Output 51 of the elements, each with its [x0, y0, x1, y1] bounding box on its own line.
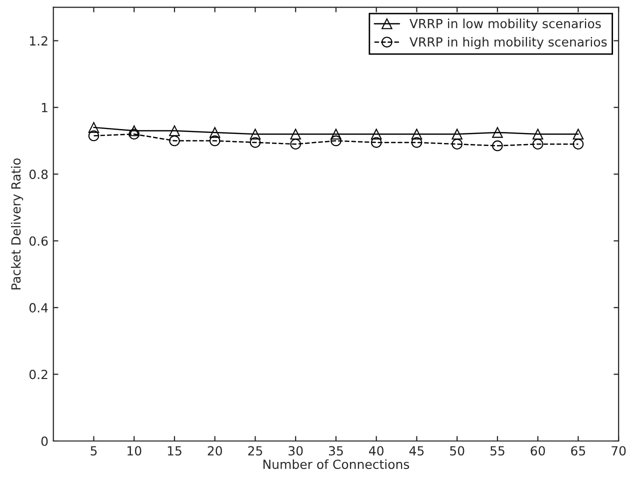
point — [532, 138, 544, 150]
point — [370, 128, 382, 140]
y-tick-label: 0.2 — [29, 370, 48, 380]
legend-label: VRRP in high mobility scenarios — [410, 36, 607, 50]
x-tick-label: 50 — [450, 446, 464, 456]
point — [88, 122, 100, 133]
point — [452, 128, 462, 140]
point — [492, 140, 503, 152]
point — [370, 137, 382, 148]
point — [250, 137, 261, 148]
point — [128, 128, 140, 140]
point — [492, 127, 503, 138]
point — [411, 128, 422, 140]
point — [532, 128, 544, 140]
y-tick-label: 0.6 — [29, 236, 48, 246]
point — [290, 138, 301, 150]
point — [209, 127, 220, 138]
x-axis-title: Number of Connections — [263, 459, 410, 470]
x-tick-label: 40 — [369, 446, 384, 456]
y-tick-label: 0.8 — [29, 170, 48, 180]
point — [330, 128, 342, 140]
y-tick-label: 0 — [41, 436, 48, 446]
point — [250, 128, 261, 140]
x-tick-label: 30 — [288, 446, 303, 456]
legend-label: VRRP in low mobility scenarios — [410, 18, 601, 31]
x-tick-label: 45 — [409, 446, 424, 456]
point — [88, 130, 100, 142]
point — [209, 135, 220, 146]
x-tick-label: 25 — [248, 446, 262, 456]
x-tick-label: 10 — [128, 446, 142, 456]
x-tick-label: 5 — [90, 446, 97, 456]
point — [169, 125, 180, 136]
point — [330, 135, 342, 146]
x-tick-label: 55 — [490, 446, 504, 456]
point — [572, 138, 584, 150]
x-tick-label: 65 — [571, 446, 586, 456]
y-tick-label: 0.4 — [29, 303, 48, 312]
x-tick-label: 60 — [530, 446, 545, 456]
x-tick-label: 70 — [612, 446, 626, 456]
x-tick-label: 15 — [168, 446, 182, 456]
point — [411, 137, 422, 148]
x-tick-label: 35 — [328, 446, 343, 456]
point — [452, 138, 462, 150]
point — [169, 135, 180, 146]
y-axis-title: Packet Delivery Ratio — [10, 158, 24, 290]
point — [290, 128, 301, 140]
y-tick-label: 1.2 — [30, 36, 48, 46]
point — [128, 125, 140, 136]
y-tick-label: 1 — [42, 103, 48, 112]
x-tick-label: 20 — [208, 446, 222, 456]
point — [572, 128, 584, 140]
